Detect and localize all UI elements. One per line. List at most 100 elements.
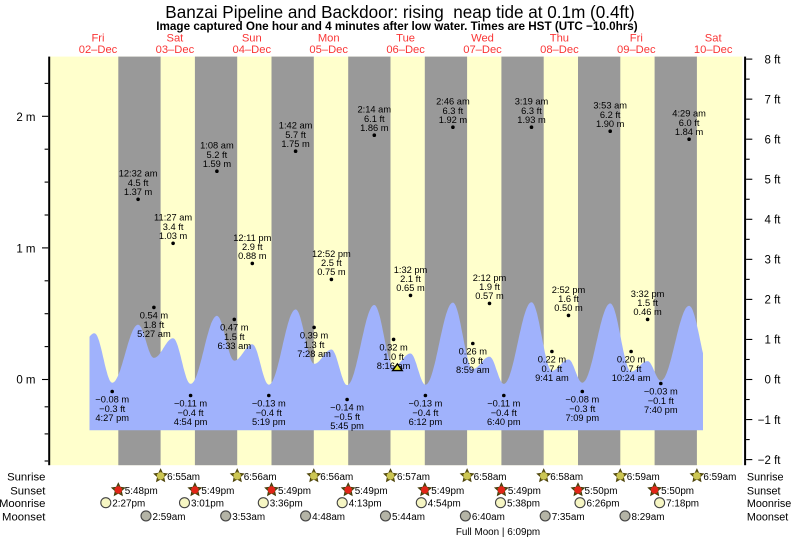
svg-text:6.2 ft: 6.2 ft [600, 110, 621, 120]
svg-text:Wed: Wed [471, 33, 494, 45]
svg-text:Mon: Mon [318, 33, 340, 45]
svg-text:11:27 am: 11:27 am [154, 213, 192, 223]
svg-text:10–Dec: 10–Dec [694, 44, 733, 56]
svg-text:−0.11 m: −0.11 m [487, 399, 520, 409]
svg-text:05–Dec: 05–Dec [309, 44, 348, 56]
svg-text:−0.4 ft: −0.4 ft [412, 408, 439, 418]
svg-text:Moonrise: Moonrise [0, 498, 45, 510]
svg-text:Sat: Sat [705, 33, 723, 45]
svg-text:0.50 m: 0.50 m [554, 303, 583, 313]
svg-text:10:24 am: 10:24 am [612, 373, 651, 383]
svg-text:5 ft: 5 ft [765, 174, 782, 186]
svg-text:12:11 pm: 12:11 pm [233, 233, 271, 243]
svg-text:3.4 ft: 3.4 ft [163, 222, 184, 232]
svg-text:12:32 am: 12:32 am [119, 169, 158, 179]
svg-text:−0.14 m: −0.14 m [330, 403, 364, 413]
svg-text:6:40am: 6:40am [472, 512, 505, 523]
svg-text:6:56am: 6:56am [320, 472, 353, 483]
svg-text:6:59am: 6:59am [627, 472, 660, 483]
svg-text:Full Moon | 6:09pm: Full Moon | 6:09pm [456, 527, 540, 538]
svg-text:−0.08 m: −0.08 m [95, 395, 129, 405]
svg-text:2 m: 2 m [16, 112, 35, 124]
svg-text:0.54 m: 0.54 m [140, 311, 169, 321]
svg-text:5:19 pm: 5:19 pm [252, 417, 286, 427]
svg-text:1.75 m: 1.75 m [281, 139, 310, 149]
svg-text:4:29 am: 4:29 am [672, 109, 706, 119]
svg-text:5:49pm: 5:49pm [201, 486, 234, 497]
svg-text:5:50pm: 5:50pm [585, 486, 618, 497]
svg-text:1:08 am: 1:08 am [200, 141, 234, 151]
svg-text:−2 ft: −2 ft [758, 455, 782, 467]
svg-text:Sunset: Sunset [10, 485, 46, 497]
svg-text:1.3 ft: 1.3 ft [304, 340, 325, 350]
svg-text:0.75 m: 0.75 m [317, 267, 346, 277]
svg-text:5:49pm: 5:49pm [508, 486, 541, 497]
svg-text:Sunrise: Sunrise [747, 471, 784, 483]
svg-text:7:40 pm: 7:40 pm [644, 405, 678, 415]
svg-text:06–Dec: 06–Dec [386, 44, 425, 56]
svg-text:1.86 m: 1.86 m [360, 123, 389, 133]
svg-text:5:49pm: 5:49pm [431, 486, 464, 497]
svg-text:4:54pm: 4:54pm [428, 499, 461, 510]
svg-text:0.7 ft: 0.7 ft [621, 364, 642, 374]
svg-text:6.0 ft: 6.0 ft [679, 118, 700, 128]
svg-text:−0.4 ft: −0.4 ft [178, 408, 205, 418]
svg-text:2:52 pm: 2:52 pm [552, 285, 586, 295]
svg-text:5:49pm: 5:49pm [355, 486, 388, 497]
svg-text:1:32 pm: 1:32 pm [394, 265, 428, 275]
svg-text:−0.11 m: −0.11 m [174, 399, 207, 409]
svg-text:2:14 am: 2:14 am [358, 105, 392, 115]
svg-text:6:58am: 6:58am [550, 472, 583, 483]
svg-text:2.5 ft: 2.5 ft [321, 258, 342, 268]
svg-text:5:48pm: 5:48pm [125, 486, 158, 497]
svg-text:1.84 m: 1.84 m [675, 127, 704, 137]
svg-text:5.2 ft: 5.2 ft [207, 150, 228, 160]
svg-text:9:41 am: 9:41 am [535, 373, 569, 383]
svg-text:0.22 m: 0.22 m [538, 355, 567, 365]
svg-text:0.57 m: 0.57 m [475, 291, 504, 301]
svg-text:0 ft: 0 ft [765, 375, 782, 387]
svg-text:6:57am: 6:57am [397, 472, 430, 483]
svg-text:2:27pm: 2:27pm [112, 499, 145, 510]
svg-text:3 ft: 3 ft [765, 255, 782, 267]
svg-text:6.3 ft: 6.3 ft [443, 106, 464, 116]
svg-text:5:38pm: 5:38pm [507, 499, 540, 510]
svg-text:0.47 m: 0.47 m [220, 323, 249, 333]
svg-text:1.8 ft: 1.8 ft [144, 320, 165, 330]
svg-text:2.9 ft: 2.9 ft [242, 242, 263, 252]
svg-text:6 ft: 6 ft [765, 134, 782, 146]
svg-text:Sat: Sat [167, 33, 185, 45]
svg-text:Thu: Thu [550, 33, 569, 45]
svg-text:1.59 m: 1.59 m [203, 159, 232, 169]
svg-text:Moonset: Moonset [2, 511, 46, 523]
svg-text:1 ft: 1 ft [765, 335, 782, 347]
svg-text:−0.3 ft: −0.3 ft [99, 404, 126, 414]
svg-text:Tue: Tue [396, 33, 415, 45]
svg-text:7:28 am: 7:28 am [297, 349, 331, 359]
svg-text:6.1 ft: 6.1 ft [364, 114, 385, 124]
svg-text:0.26 m: 0.26 m [459, 347, 488, 357]
svg-text:1.5 ft: 1.5 ft [637, 298, 658, 308]
svg-text:0.39 m: 0.39 m [300, 331, 329, 341]
svg-text:−0.1 ft: −0.1 ft [648, 396, 675, 406]
svg-text:4.5 ft: 4.5 ft [128, 178, 149, 188]
svg-text:Moonrise: Moonrise [747, 498, 791, 510]
svg-text:6.3 ft: 6.3 ft [521, 106, 542, 116]
svg-text:Fri: Fri [91, 33, 104, 45]
svg-text:3:53 am: 3:53 am [593, 101, 627, 111]
svg-text:−0.13 m: −0.13 m [408, 399, 442, 409]
svg-text:Fri: Fri [630, 33, 643, 45]
svg-text:8:16 am: 8:16 am [377, 361, 411, 371]
svg-text:−0.5 ft: −0.5 ft [334, 412, 361, 422]
svg-text:5:49pm: 5:49pm [278, 486, 311, 497]
svg-text:Banzai Pipeline and Backdoor:: Banzai Pipeline and Backdoor: rising nea… [165, 3, 634, 22]
svg-text:1.37 m: 1.37 m [124, 187, 153, 197]
svg-text:Sunset: Sunset [747, 485, 781, 497]
svg-text:Sun: Sun [242, 33, 262, 45]
svg-text:03–Dec: 03–Dec [156, 44, 195, 56]
svg-text:1.5 ft: 1.5 ft [224, 332, 245, 342]
svg-text:1.93 m: 1.93 m [517, 115, 546, 125]
svg-text:3:01pm: 3:01pm [191, 499, 224, 510]
svg-text:09–Dec: 09–Dec [617, 44, 656, 56]
svg-text:Moonset: Moonset [747, 511, 788, 523]
